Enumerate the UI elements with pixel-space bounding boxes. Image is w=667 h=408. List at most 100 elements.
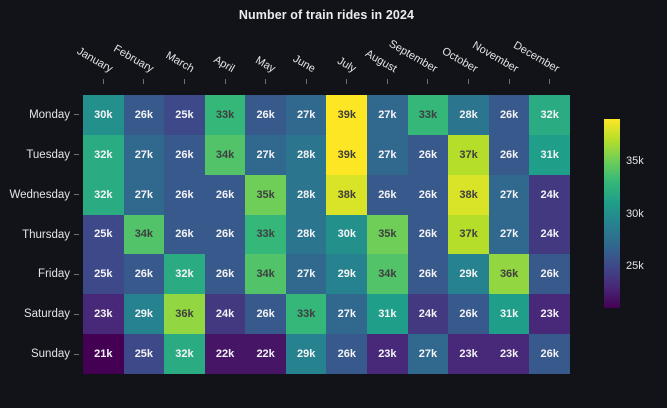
heatmap-cell: 26k bbox=[164, 134, 205, 175]
x-tick-label: January bbox=[74, 45, 115, 76]
heatmap-cell: 29k bbox=[326, 254, 368, 295]
x-tick-label: June bbox=[291, 52, 318, 76]
heatmap-cell: 26k bbox=[164, 174, 205, 215]
heatmap-cell: 34k bbox=[367, 254, 408, 295]
heatmap-cell: 34k bbox=[245, 254, 286, 295]
y-tick bbox=[74, 313, 79, 315]
heatmap-cell: 30k bbox=[83, 95, 124, 135]
y-tick bbox=[74, 273, 79, 275]
heatmap-cell: 27k bbox=[245, 134, 286, 175]
chart-title: Number of train rides in 2024 bbox=[238, 8, 415, 22]
colorbar-tick-label: 35k bbox=[626, 155, 644, 167]
x-tick-label: December bbox=[511, 39, 562, 76]
x-tick bbox=[183, 79, 185, 84]
heatmap-cell: 26k bbox=[367, 174, 408, 215]
heatmap-cell: 25k bbox=[83, 214, 124, 255]
heatmap-cell: 35k bbox=[367, 214, 408, 255]
heatmap-cell: 27k bbox=[407, 334, 449, 374]
heatmap-cell: 27k bbox=[123, 174, 165, 215]
heatmap-cell: 26k bbox=[488, 134, 530, 175]
heatmap-cell: 23k bbox=[83, 294, 124, 335]
heatmap-cell: 26k bbox=[448, 294, 489, 335]
heatmap-cell: 31k bbox=[367, 294, 408, 335]
heatmap-cell: 28k bbox=[285, 134, 327, 175]
x-tick bbox=[265, 79, 267, 84]
x-tick-label: February bbox=[111, 42, 156, 76]
y-tick-label: Sunday bbox=[30, 348, 70, 361]
x-tick bbox=[143, 79, 145, 84]
heatmap-cell: 29k bbox=[448, 254, 489, 295]
y-tick-label: Friday bbox=[38, 268, 70, 281]
x-tick-label: May bbox=[253, 54, 278, 76]
heatmap-cell: 24k bbox=[529, 214, 570, 255]
heatmap-cell: 26k bbox=[245, 294, 286, 335]
y-tick bbox=[74, 234, 79, 235]
heatmap-cell: 30k bbox=[326, 214, 368, 255]
heatmap-cell: 28k bbox=[285, 214, 327, 255]
heatmap-cell: 35k bbox=[245, 174, 286, 215]
heatmap-cell: 27k bbox=[326, 294, 368, 335]
heatmap-cell: 22k bbox=[245, 334, 286, 374]
heatmap-cell: 27k bbox=[488, 174, 530, 215]
colorbar-tick-label: 25k bbox=[626, 260, 644, 272]
heatmap-cell: 22k bbox=[204, 334, 246, 374]
x-tick bbox=[224, 79, 226, 84]
heatmap-cell: 32k bbox=[164, 334, 205, 374]
heatmap-cell: 26k bbox=[488, 95, 530, 135]
heatmap-cell: 26k bbox=[245, 95, 286, 135]
heatmap-cell: 26k bbox=[204, 174, 246, 215]
heatmap-cell: 27k bbox=[123, 134, 165, 175]
y-tick-label: Thursday bbox=[22, 228, 70, 241]
x-tick bbox=[386, 79, 388, 84]
heatmap-cell: 23k bbox=[488, 334, 530, 374]
heatmap-cell: 25k bbox=[164, 95, 205, 135]
heatmap-cell: 26k bbox=[204, 214, 246, 255]
heatmap-cell: 26k bbox=[123, 95, 165, 135]
heatmap-cell: 34k bbox=[204, 134, 246, 175]
heatmap-cell: 31k bbox=[529, 134, 570, 175]
heatmap-cell: 27k bbox=[285, 95, 327, 135]
x-tick bbox=[508, 79, 510, 84]
heatmap-cell: 27k bbox=[488, 214, 530, 255]
x-tick bbox=[346, 79, 348, 84]
y-tick-label: Monday bbox=[29, 108, 70, 121]
heatmap-cell: 32k bbox=[83, 174, 124, 215]
x-tick bbox=[305, 79, 307, 84]
heatmap-cell: 37k bbox=[448, 134, 489, 175]
heatmap-cell: 27k bbox=[285, 254, 327, 295]
heatmap-cell: 26k bbox=[407, 214, 449, 255]
heatmap-cell: 28k bbox=[448, 95, 489, 135]
heatmap-cell: 31k bbox=[488, 294, 530, 335]
heatmap-cell: 36k bbox=[164, 294, 205, 335]
x-tick bbox=[427, 79, 429, 84]
heatmap-cell: 26k bbox=[407, 254, 449, 295]
heatmap-cell: 37k bbox=[448, 214, 489, 255]
heatmap-cell: 26k bbox=[529, 254, 570, 295]
x-tick bbox=[468, 79, 470, 84]
heatmap-cell: 39k bbox=[326, 134, 368, 175]
heatmap-cell: 29k bbox=[285, 334, 327, 374]
heatmap-cell: 26k bbox=[164, 214, 205, 255]
heatmap-cell: 28k bbox=[285, 174, 327, 215]
heatmap-cell: 23k bbox=[367, 334, 408, 374]
x-tick-label: April bbox=[211, 53, 237, 76]
heatmap-cell: 26k bbox=[407, 134, 449, 175]
heatmap-cell: 24k bbox=[204, 294, 246, 335]
heatmap-cell: 33k bbox=[285, 294, 327, 335]
heatmap-cell: 26k bbox=[204, 254, 246, 295]
heatmap-cell: 26k bbox=[326, 334, 368, 374]
heatmap-cell: 33k bbox=[204, 95, 246, 135]
heatmap-cell: 32k bbox=[164, 254, 205, 295]
heatmap-cell: 24k bbox=[529, 174, 570, 215]
heatmap-cell: 26k bbox=[123, 254, 165, 295]
x-tick-label: March bbox=[163, 49, 196, 76]
heatmap-cell: 25k bbox=[123, 334, 165, 374]
heatmap-cell: 38k bbox=[326, 174, 368, 215]
heatmap-cell: 33k bbox=[245, 214, 286, 255]
colorbar bbox=[604, 119, 620, 308]
x-tick bbox=[102, 79, 104, 84]
y-tick bbox=[74, 353, 79, 355]
heatmap-grid: 30k 26k 25k 33k 26k 27k 39k 27k 33k 28k 26k 32k 32k 2… bbox=[83, 95, 570, 374]
heatmap-cell: 29k bbox=[123, 294, 165, 335]
